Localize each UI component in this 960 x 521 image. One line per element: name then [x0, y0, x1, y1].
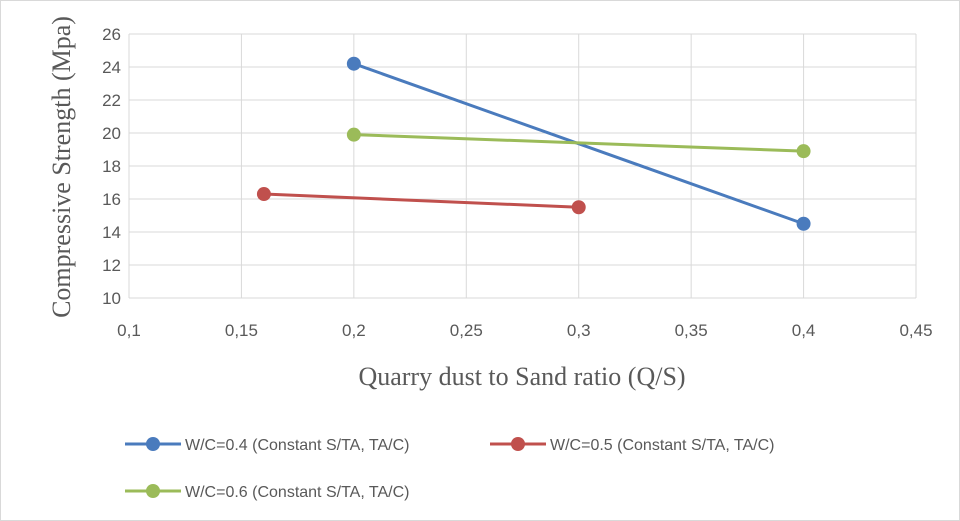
data-point: [346, 56, 361, 71]
legend-label: W/C=0.5 (Constant S/TA, TA/C): [550, 437, 775, 454]
y-tick-label: 14: [102, 223, 121, 242]
x-tick-label: 0,35: [675, 321, 708, 340]
x-tick-label: 0,45: [899, 321, 932, 340]
legend-marker: [146, 484, 160, 498]
x-tick-label: 0,25: [450, 321, 483, 340]
y-tick-label: 18: [102, 157, 121, 176]
tick-labels: 10 12 14 16 18 20 22 24 26 0,1 0,15 0,2 0,25 0,3 0,35 0…: [102, 25, 932, 340]
x-axis-title: Quarry dust to Sand ratio (Q/S): [358, 362, 685, 391]
x-tick-label: 0,15: [225, 321, 258, 340]
legend-item: W/C=0.4 (Constant S/TA, TA/C): [125, 437, 410, 454]
x-tick-label: 0,3: [567, 321, 591, 340]
data-point: [346, 127, 361, 142]
data-point: [256, 187, 271, 202]
legend-item: W/C=0.5 (Constant S/TA, TA/C): [490, 437, 775, 454]
y-axis-title: Compressive Strength (Mpa): [47, 16, 76, 318]
legend-marker: [146, 437, 160, 451]
data-point: [571, 200, 586, 215]
x-tick-label: 0,4: [792, 321, 816, 340]
series-3: [346, 127, 811, 159]
series-line: [263, 192, 579, 209]
x-tick-label: 0,1: [117, 321, 141, 340]
legend-label: W/C=0.6 (Constant S/TA, TA/C): [185, 484, 410, 501]
y-tick-label: 20: [102, 124, 121, 143]
y-tick-label: 22: [102, 91, 121, 110]
y-tick-label: 26: [102, 25, 121, 44]
series-line: [353, 133, 804, 153]
data-point: [796, 144, 811, 159]
legend-marker: [511, 437, 525, 451]
legend: W/C=0.4 (Constant S/TA, TA/C) W/C=0.5 (Co…: [125, 437, 775, 501]
legend-item: W/C=0.6 (Constant S/TA, TA/C): [125, 484, 410, 501]
y-tick-label: 24: [102, 58, 121, 77]
series-2: [256, 187, 586, 215]
grid-lines: [128, 33, 917, 299]
y-tick-label: 16: [102, 190, 121, 209]
series-lines: [256, 56, 811, 231]
data-point: [796, 216, 811, 231]
legend-label: W/C=0.4 (Constant S/TA, TA/C): [185, 437, 410, 454]
x-tick-label: 0,2: [342, 321, 366, 340]
y-tick-label: 10: [102, 289, 121, 308]
y-tick-label: 12: [102, 256, 121, 275]
